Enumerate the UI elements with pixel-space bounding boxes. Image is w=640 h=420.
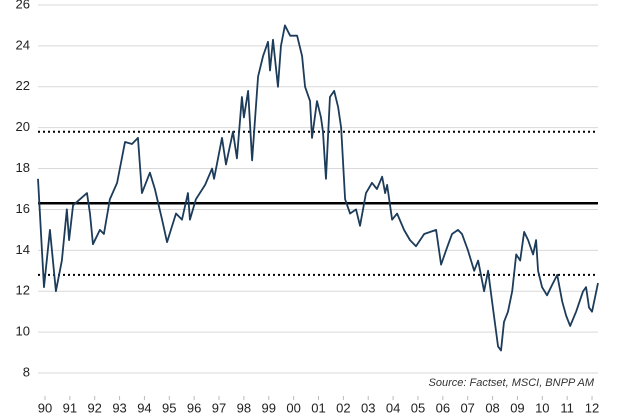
x-tick-label: 07 [460,400,474,415]
x-tick-label: 99 [262,400,276,415]
x-tick-label: 05 [411,400,425,415]
y-tick-label: 26 [16,0,30,11]
x-tick-label: 98 [237,400,251,415]
x-tick-label: 96 [187,400,201,415]
x-tick-label: 08 [485,400,499,415]
x-tick-label: 93 [112,400,126,415]
x-tick-label: 90 [38,400,52,415]
source-note: Source: Factset, MSCI, BNPP AM [429,377,595,389]
x-tick-label: 97 [212,400,226,415]
x-tick-label: 01 [311,400,325,415]
y-tick-label: 16 [16,201,30,216]
grid [38,4,598,374]
y-tick-label: 14 [16,242,30,257]
x-tick-label: 03 [361,400,375,415]
x-tick-label: 09 [510,400,524,415]
y-tick-label: 20 [16,119,30,134]
reference-lines [38,130,598,276]
x-tick-label: 00 [286,400,300,415]
y-tick-label: 18 [16,160,30,175]
x-tick-label: 06 [436,400,450,415]
x-tick-label: 10 [535,400,549,415]
y-tick-label: 24 [16,37,30,52]
series [37,24,599,352]
y-tick-label: 22 [16,78,30,93]
x-tick-label: 12 [585,400,599,415]
y-tick-label: 12 [16,283,30,298]
x-tick-label: 04 [386,400,400,415]
line-series [37,24,599,352]
x-tick-label: 02 [336,400,350,415]
y-tick-label: 8 [23,364,30,379]
x-tick-label: 94 [137,400,151,415]
x-tick-label: 95 [162,400,176,415]
x-tick-label: 92 [87,400,101,415]
x-tick-label: 91 [63,400,77,415]
y-tick-label: 10 [16,324,30,339]
x-tick-label: 11 [560,400,574,415]
